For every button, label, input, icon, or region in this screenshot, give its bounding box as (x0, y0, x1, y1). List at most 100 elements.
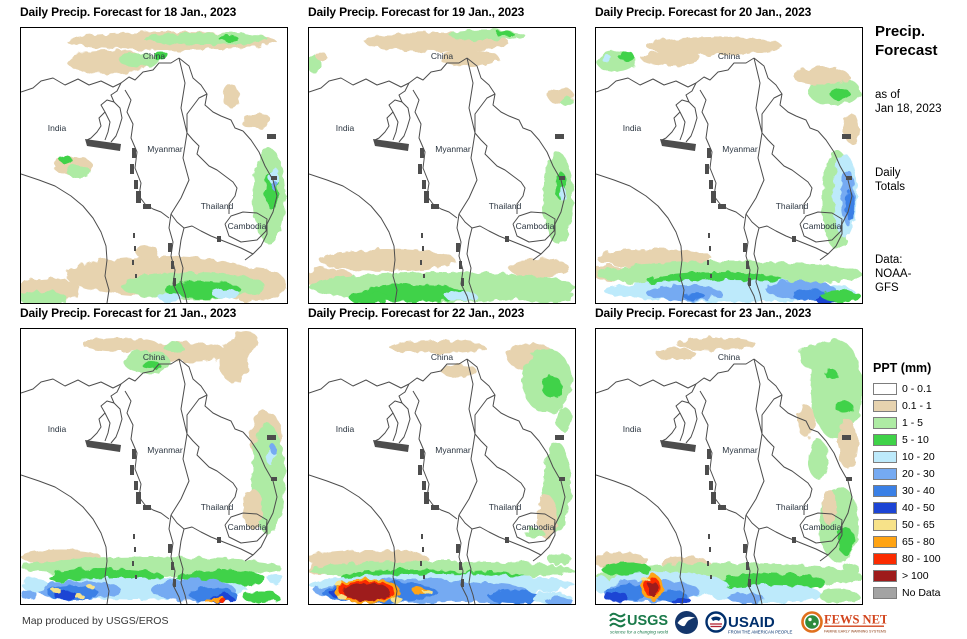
noaa-logo (674, 610, 699, 635)
country-label-myanmar: Myanmar (722, 144, 758, 154)
data-source-label: Data: (875, 254, 903, 266)
data-source-line2: GFS (875, 282, 899, 294)
country-label-cambodia: Cambodia (803, 522, 842, 532)
country-label-china: China (143, 51, 165, 61)
legend-swatch (873, 416, 897, 429)
legend-swatch (873, 484, 897, 497)
country-label-myanmar: Myanmar (722, 445, 758, 455)
legend-swatch (873, 586, 897, 599)
legend-entry: 1 - 5 (873, 414, 941, 431)
legend-swatch (873, 552, 897, 565)
country-label-thailand: Thailand (489, 201, 522, 211)
map-18jan: China India Myanmar Thailand Cambodia (20, 27, 288, 304)
country-label-myanmar: Myanmar (435, 144, 471, 154)
country-label-thailand: Thailand (489, 502, 522, 512)
totals-block: Daily Totals (875, 166, 905, 194)
country-label-china: China (718, 51, 740, 61)
legend-entry: 0.1 - 1 (873, 397, 941, 414)
totals-line1: Daily (875, 167, 901, 179)
sidebar-title-line1: Precip. (875, 23, 926, 40)
legend-label: 20 - 30 (902, 467, 935, 480)
panel-title-23jan: Daily Precip. Forecast for 23 Jan., 2023 (595, 306, 812, 320)
legend-entry: 30 - 40 (873, 482, 941, 499)
country-label-thailand: Thailand (201, 201, 234, 211)
fews-net-logo-text: FEWS NET (824, 613, 887, 627)
legend-entry: 65 - 80 (873, 533, 941, 550)
legend-label: 10 - 20 (902, 450, 935, 463)
country-label-india: India (48, 424, 67, 434)
country-label-cambodia: Cambodia (516, 522, 555, 532)
country-label-china: China (431, 51, 453, 61)
usgs-logo-tagline: science for a changing world (610, 630, 668, 635)
legend-swatch (873, 450, 897, 463)
legend-label: 65 - 80 (902, 535, 935, 548)
usaid-logo-tagline: FROM THE AMERICAN PEOPLE (728, 630, 793, 635)
legend-entry: 80 - 100 (873, 550, 941, 567)
country-label-india: India (623, 424, 642, 434)
country-label-cambodia: Cambodia (516, 221, 555, 231)
country-label-india: India (623, 123, 642, 133)
usaid-logo-text: USAID (728, 614, 775, 631)
fews-net-logo: FEWS NET FAMINE EARLY WARNING SYSTEMS NE… (801, 609, 887, 636)
legend-entry: 50 - 65 (873, 516, 941, 533)
map-22jan: China India Myanmar Thailand Cambodia (308, 328, 576, 605)
country-label-india: India (336, 424, 355, 434)
legend-entry: 10 - 20 (873, 448, 941, 465)
map-21jan: China India Myanmar Thailand Cambodia (20, 328, 288, 605)
map-canvas: China India Myanmar Thailand Cambodia (21, 329, 287, 604)
country-label-thailand: Thailand (776, 502, 809, 512)
panel-title-22jan: Daily Precip. Forecast for 22 Jan., 2023 (308, 306, 525, 320)
map-19jan: China India Myanmar Thailand Cambodia (308, 27, 576, 304)
country-label-cambodia: Cambodia (228, 522, 267, 532)
sidebar-title: Precip. Forecast (875, 22, 938, 60)
panel-title-18jan: Daily Precip. Forecast for 18 Jan., 2023 (20, 5, 237, 19)
legend-entry: No Data (873, 584, 941, 601)
country-label-cambodia: Cambodia (803, 221, 842, 231)
legend-label: > 100 (902, 569, 929, 582)
map-20jan: China India Myanmar Thailand Cambodia (595, 27, 863, 304)
totals-line2: Totals (875, 181, 906, 193)
map-canvas: China India Myanmar Thailand Cambodia (596, 28, 862, 303)
legend-label: 1 - 5 (902, 416, 924, 429)
usgs-logo: USGS science for a changing world (608, 609, 668, 636)
legend-swatch (873, 501, 897, 514)
legend-swatch (873, 433, 897, 446)
legend: 0 - 0.1 0.1 - 1 1 - 5 5 - 10 10 - 20 20 - 30 3… (873, 380, 941, 601)
map-canvas: China India Myanmar Thailand Cambodia (21, 28, 287, 303)
country-label-myanmar: Myanmar (435, 445, 471, 455)
country-label-china: China (431, 352, 453, 362)
legend-title: PPT (mm) (873, 361, 932, 375)
map-canvas: China India Myanmar Thailand Cambodia (309, 329, 575, 604)
as-of-label: as of (875, 89, 900, 101)
country-label-india: India (48, 123, 67, 133)
legend-swatch (873, 467, 897, 480)
legend-label: 40 - 50 (902, 501, 935, 514)
panel-title-19jan: Daily Precip. Forecast for 19 Jan., 2023 (308, 5, 525, 19)
legend-swatch (873, 535, 897, 548)
country-label-india: India (336, 123, 355, 133)
legend-label: 30 - 40 (902, 484, 935, 497)
legend-label: 0.1 - 1 (902, 399, 932, 412)
map-canvas: China India Myanmar Thailand Cambodia (309, 28, 575, 303)
country-label-china: China (143, 352, 165, 362)
legend-entry: 5 - 10 (873, 431, 941, 448)
legend-entry: > 100 (873, 567, 941, 584)
country-label-china: China (718, 352, 740, 362)
data-source-line1: NOAA- (875, 268, 912, 280)
sidebar-title-line2: Forecast (875, 42, 938, 59)
legend-entry: 40 - 50 (873, 499, 941, 516)
legend-swatch (873, 518, 897, 531)
as-of-block: as of Jan 18, 2023 (875, 88, 942, 116)
legend-swatch (873, 399, 897, 412)
country-label-thailand: Thailand (201, 502, 234, 512)
usgs-logo-text: USGS (627, 613, 668, 629)
usaid-logo: USAID FROM THE AMERICAN PEOPLE (705, 609, 795, 636)
legend-swatch (873, 569, 897, 582)
country-label-myanmar: Myanmar (147, 445, 183, 455)
map-attribution: Map produced by USGS/EROS (22, 615, 169, 627)
legend-entry: 0 - 0.1 (873, 380, 941, 397)
country-label-cambodia: Cambodia (228, 221, 267, 231)
data-source-block: Data: NOAA- GFS (875, 253, 911, 295)
legend-label: No Data (902, 586, 941, 599)
